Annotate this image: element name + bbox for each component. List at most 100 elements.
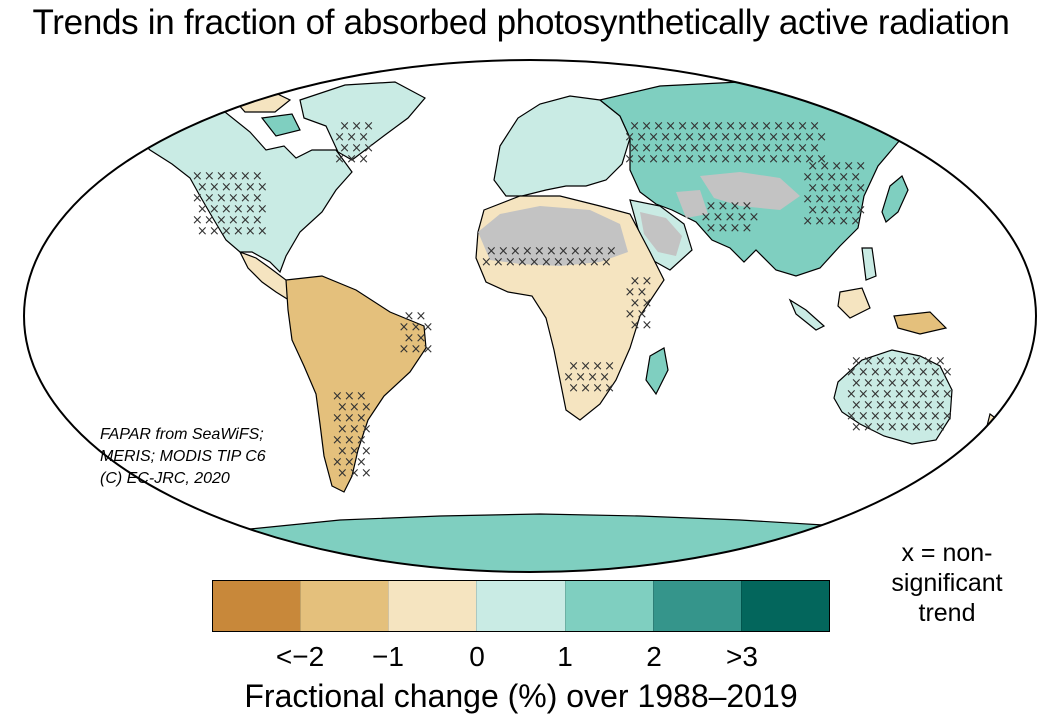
credit-line: FAPAR from SeaWiFS; [100, 426, 264, 443]
hatch-mark: × [245, 224, 256, 239]
hatch-mark: × [642, 318, 653, 333]
hatch-mark: × [942, 409, 953, 424]
hatch-mark: × [546, 244, 557, 259]
hatch-mark: × [749, 119, 760, 134]
hatch-mark: × [344, 411, 355, 426]
hatch-mark: × [228, 169, 239, 184]
hatch-mark: × [356, 433, 367, 448]
hatch-legend-note: x = non- significant trend [872, 538, 1022, 628]
australia [833, 349, 953, 445]
hatch-mark: × [344, 389, 355, 404]
hatch-mark: × [356, 455, 367, 470]
hatch-mark: × [422, 342, 433, 357]
hatch-mark: × [332, 389, 343, 404]
hatch-mark: × [204, 191, 215, 206]
hatch-mark: × [641, 119, 652, 134]
hatch-mark: × [565, 255, 576, 270]
hatch-mark: × [870, 409, 881, 424]
hatch-mark: × [819, 203, 830, 218]
hatch-mark: × [729, 199, 740, 214]
hatch-mark: × [636, 152, 647, 167]
hatch-mark: × [522, 244, 533, 259]
hatch-mark: × [863, 376, 874, 391]
hatch-mark: × [642, 296, 653, 311]
hatch-mark: × [749, 141, 760, 156]
hatch-mark: × [337, 400, 348, 415]
hatch-mark: × [240, 213, 251, 228]
hatch-mark: × [942, 365, 953, 380]
hatch-mark: × [846, 365, 857, 380]
hatch-mark: × [337, 422, 348, 437]
hatch-mark: × [725, 141, 736, 156]
hatch-mark: × [672, 130, 683, 145]
hatch-mark: × [553, 255, 564, 270]
hatch-mark: × [741, 221, 752, 236]
hatch-mark: × [899, 354, 910, 369]
hatch-mark: × [858, 387, 869, 402]
hatch-mark: × [529, 255, 540, 270]
hatch-mark: × [807, 181, 818, 196]
colorbar-swatch [476, 581, 565, 631]
hatch-mark: × [785, 141, 796, 156]
hatch-mark: × [768, 130, 779, 145]
hatch-mark: × [875, 376, 886, 391]
hatch-mark: × [233, 202, 244, 217]
hatch-mark: × [592, 381, 603, 396]
hatch-mark: × [339, 119, 350, 134]
hatch-mark: × [712, 210, 723, 225]
hatch-mark: × [930, 387, 941, 402]
hatch-mark: × [636, 130, 647, 145]
hatch-mark: × [923, 354, 934, 369]
hatch-mark: × [882, 387, 893, 402]
colorbar [212, 580, 830, 632]
hatch-mark: × [672, 152, 683, 167]
hatch-mark: × [732, 130, 743, 145]
hatch-mark: × [918, 365, 929, 380]
hatch-mark: × [630, 318, 641, 333]
hatch-mark: × [361, 466, 372, 481]
hatch-mark: × [807, 159, 818, 174]
borneo [837, 287, 871, 319]
hatch-mark: × [684, 152, 695, 167]
hatch-mark: × [403, 331, 414, 346]
hatch-mark: × [580, 381, 591, 396]
hatch-mark: × [802, 170, 813, 185]
hatch-mark: × [629, 141, 640, 156]
hatch-mark: × [337, 466, 348, 481]
hatch-mark: × [724, 210, 735, 225]
hatch-mark: × [708, 130, 719, 145]
hatch-mark: × [398, 342, 409, 357]
hatch-mark: × [797, 141, 808, 156]
map-land-layer [117, 81, 999, 572]
legend-note-line: significant [891, 569, 1003, 597]
hatch-mark: × [870, 387, 881, 402]
hatch-mark: × [534, 244, 545, 259]
hatch-mark: × [863, 398, 874, 413]
hatch-mark: × [604, 381, 615, 396]
hatch-mark: × [717, 199, 728, 214]
hatch-mark: × [882, 409, 893, 424]
hatch-mark: × [875, 354, 886, 369]
hatch-mark: × [486, 244, 497, 259]
hatch-mark: × [577, 255, 588, 270]
hatch-mark: × [240, 169, 251, 184]
hatch-mark: × [838, 214, 849, 229]
hatch-mark: × [358, 152, 369, 167]
hatch-mark: × [510, 244, 521, 259]
hatch-mark: × [410, 342, 421, 357]
colorbar-swatch [740, 581, 829, 631]
hatch-mark: × [899, 420, 910, 435]
hatch-mark: × [814, 170, 825, 185]
madagascar [645, 347, 669, 396]
hatch-mark: × [935, 420, 946, 435]
hatch-mark: × [761, 119, 772, 134]
hatch-mark: × [216, 191, 227, 206]
hatch-mark: × [792, 130, 803, 145]
hatch-mark: × [594, 244, 605, 259]
hatch-mark: × [197, 202, 208, 217]
hatch-mark: × [851, 376, 862, 391]
hatch-mark: × [894, 409, 905, 424]
hatch-mark: × [863, 354, 874, 369]
hatch-mark: × [850, 214, 861, 229]
